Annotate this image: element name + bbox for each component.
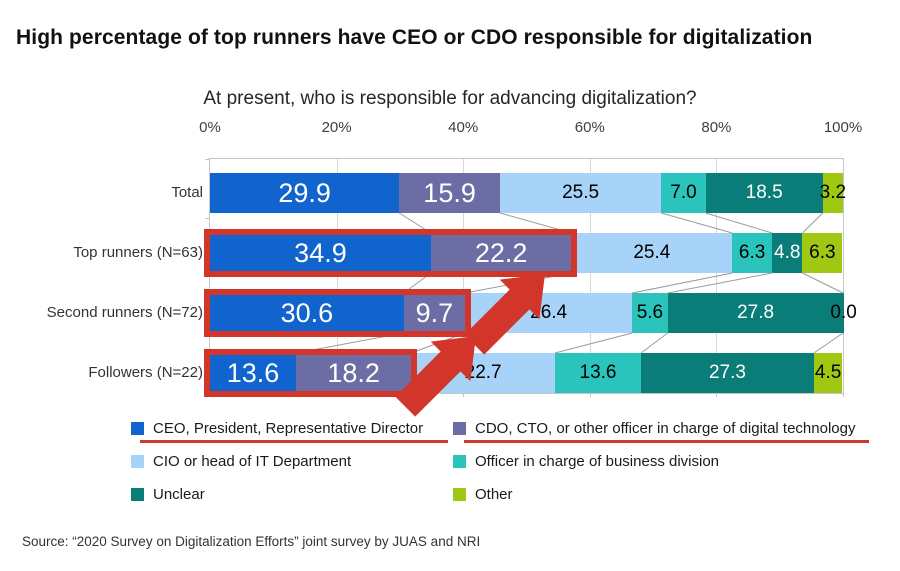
legend-emphasis-underline bbox=[140, 440, 448, 443]
bar-segment-regular: 25.5 bbox=[499, 173, 662, 213]
legend-swatch-icon bbox=[453, 455, 466, 468]
segment-value-label: 13.6 bbox=[579, 362, 617, 383]
segment-value-label: 13.6 bbox=[226, 357, 280, 388]
legend-item: Other bbox=[453, 486, 513, 503]
highlight-box bbox=[204, 229, 578, 277]
axis-tick bbox=[589, 393, 591, 397]
highlight-box bbox=[204, 349, 418, 397]
category-label: Top runners (N=63) bbox=[73, 244, 203, 261]
bar-segment-regular: 4.5 bbox=[813, 353, 843, 393]
axis-tick bbox=[205, 217, 209, 219]
axis-tick bbox=[716, 393, 718, 397]
segment-value-label: 22.2 bbox=[474, 237, 528, 268]
segment-value-label: 0.0 bbox=[830, 302, 857, 323]
segment-value-label: 27.3 bbox=[708, 362, 746, 383]
bar-segment-regular: 22.7 bbox=[411, 353, 555, 393]
bar-segment-regular: 7.0 bbox=[661, 173, 706, 213]
legend-swatch-icon bbox=[131, 455, 144, 468]
bar-segment-highlighted: 30.6 bbox=[210, 293, 404, 333]
bar-segment-regular: 6.3 bbox=[732, 233, 773, 273]
highlight-box bbox=[204, 289, 472, 337]
bar-segment-regular: 6.3 bbox=[802, 233, 843, 273]
segment-value-label: 18.5 bbox=[745, 182, 783, 203]
bar-segment-regular: 5.6 bbox=[632, 293, 668, 333]
axis-tick bbox=[463, 393, 465, 397]
bar-segment-regular: 25.4 bbox=[571, 233, 733, 273]
legend-swatch-icon bbox=[453, 422, 466, 435]
legend-swatch-icon bbox=[453, 488, 466, 501]
legend-item: CIO or head of IT Department bbox=[131, 453, 351, 470]
legend-item: CEO, President, Representative Director bbox=[131, 420, 423, 437]
segment-value-label: 15.9 bbox=[423, 177, 476, 208]
bar-row: 29.9 15.9 25.5 7.0 18.5 3.2 bbox=[210, 173, 847, 213]
segment-value-label: 5.6 bbox=[636, 302, 664, 323]
legend-label: CIO or head of IT Department bbox=[153, 453, 352, 470]
segment-value-label: 27.8 bbox=[737, 302, 775, 323]
bar-segment-highlighted: 15.9 bbox=[399, 173, 500, 213]
x-axis-tick-label: 40% bbox=[448, 119, 479, 136]
x-axis-tick-label: 60% bbox=[574, 119, 605, 136]
bar-segment-regular: 13.6 bbox=[554, 353, 642, 393]
bar-segment-regular: 4.8 bbox=[772, 233, 803, 273]
segment-value-label: 25.5 bbox=[562, 182, 600, 203]
legend-label: CDO, CTO, or other officer in charge of … bbox=[475, 420, 856, 437]
legend-swatch-icon bbox=[131, 488, 144, 501]
bar-segment-regular: 27.8 bbox=[667, 293, 844, 333]
bar-segment-regular: 18.5 bbox=[705, 173, 823, 213]
x-axis-tick-label: 20% bbox=[321, 119, 352, 136]
segment-value-label: 9.7 bbox=[415, 297, 454, 328]
legend-label: CEO, President, Representative Director bbox=[153, 420, 424, 437]
segment-value-label: 6.3 bbox=[738, 242, 766, 263]
segment-value-label: 34.9 bbox=[294, 237, 347, 268]
x-axis-tick-label: 80% bbox=[701, 119, 732, 136]
legend-item: Officer in charge of business division bbox=[453, 453, 719, 470]
bar-segment-regular: 26.4 bbox=[465, 293, 633, 333]
bar-segment-regular: 3.2 bbox=[819, 173, 847, 213]
bar-segment-highlighted: 13.6 bbox=[210, 353, 297, 393]
bar-segment-regular: 27.3 bbox=[641, 353, 814, 393]
bar-segment-highlighted: 22.2 bbox=[430, 233, 572, 273]
x-axis-tick-label: 100% bbox=[823, 119, 863, 136]
category-label: Followers (N=22) bbox=[88, 364, 203, 381]
legend-label: Officer in charge of business division bbox=[475, 453, 720, 470]
segment-value-label: 7.0 bbox=[670, 182, 697, 203]
segment-value-label: 4.8 bbox=[774, 242, 801, 263]
segment-value-label: 29.9 bbox=[278, 177, 331, 208]
segment-value-label: 30.6 bbox=[280, 297, 334, 328]
bar-segment-highlighted: 18.2 bbox=[296, 353, 412, 393]
x-axis-tick-label: 0% bbox=[199, 119, 221, 136]
category-label: Second runners (N=72) bbox=[46, 304, 203, 321]
source-note: Source: “2020 Survey on Digitalization E… bbox=[22, 534, 481, 549]
chart-question-subtitle: At present, who is responsible for advan… bbox=[203, 88, 697, 109]
legend-label: Other bbox=[475, 486, 513, 503]
bar-segment-highlighted: 29.9 bbox=[210, 173, 400, 213]
legend-item: Unclear bbox=[131, 486, 205, 503]
axis-tick bbox=[843, 393, 844, 397]
segment-value-label: 26.4 bbox=[530, 302, 568, 323]
bar-segment-highlighted: 34.9 bbox=[210, 233, 431, 273]
segment-value-label: 4.5 bbox=[814, 362, 842, 383]
bar-segment-highlighted: 9.7 bbox=[403, 293, 466, 333]
legend-label: Unclear bbox=[153, 486, 205, 503]
segment-value-label: 3.2 bbox=[819, 182, 847, 203]
axis-tick bbox=[205, 159, 209, 160]
page-title: High percentage of top runners have CEO … bbox=[16, 26, 813, 49]
gridline bbox=[589, 159, 591, 393]
segment-value-label: 6.3 bbox=[809, 242, 836, 263]
legend-swatch-icon bbox=[131, 422, 144, 435]
legend-emphasis-underline bbox=[464, 440, 869, 443]
category-label: Total bbox=[171, 184, 203, 201]
bar-row: 34.9 22.2 25.4 6.3 4.8 6.3 bbox=[210, 233, 843, 273]
legend-item: CDO, CTO, or other officer in charge of … bbox=[453, 420, 855, 437]
segment-value-label: 25.4 bbox=[633, 242, 671, 263]
segment-value-label: 18.2 bbox=[327, 357, 380, 388]
segment-value-label: 22.7 bbox=[464, 362, 502, 383]
